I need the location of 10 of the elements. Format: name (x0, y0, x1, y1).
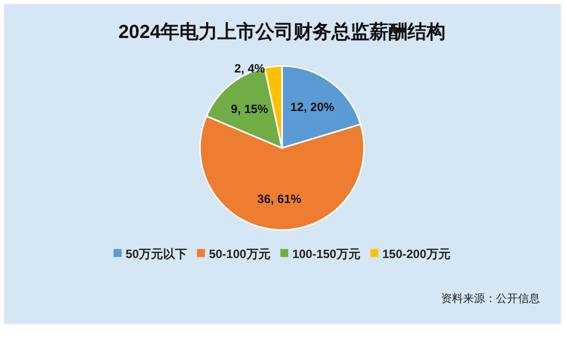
legend-label: 50万元以下 (126, 247, 187, 261)
legend-label: 150-200万元 (382, 247, 450, 261)
legend-label: 50-100万元 (208, 247, 270, 261)
chart-title: 2024年电力上市公司财务总监薪酬结构 (118, 21, 446, 43)
data-label: 9, 15% (230, 102, 269, 116)
legend-label: 100-150万元 (292, 247, 360, 261)
data-label: 2, 4% (234, 62, 266, 76)
data-label: 36, 61% (257, 192, 302, 206)
text: 资料来源：公开信息 (441, 292, 540, 305)
data-label: 12, 20% (290, 100, 335, 114)
